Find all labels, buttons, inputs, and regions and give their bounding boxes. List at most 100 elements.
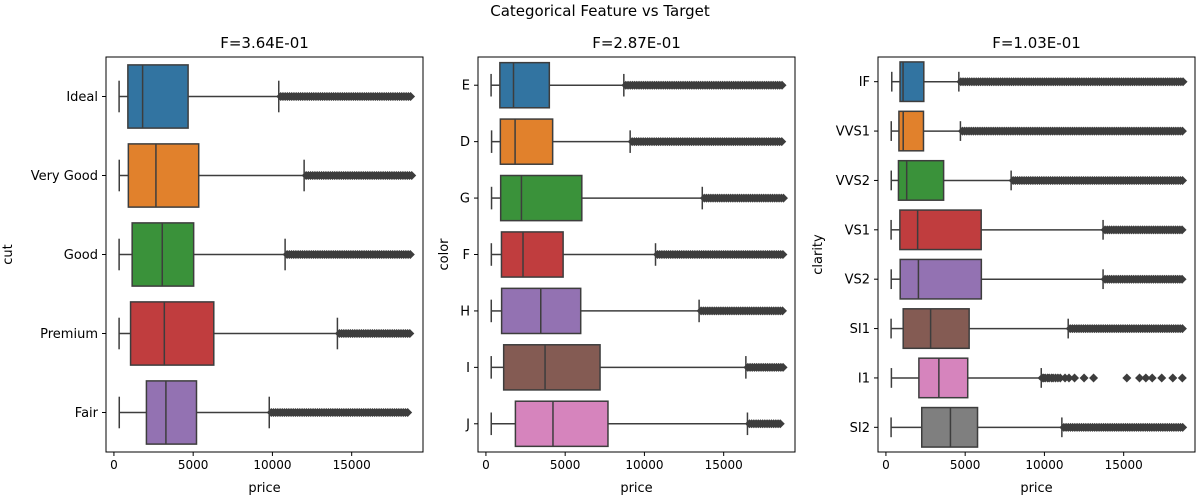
flier-point bbox=[1168, 373, 1178, 383]
x-tick-label: 5000 bbox=[550, 458, 581, 472]
fliers bbox=[1065, 324, 1187, 334]
flier-point bbox=[1178, 175, 1188, 185]
x-tick-label: 0 bbox=[882, 458, 890, 472]
x-tick-label: 0 bbox=[110, 458, 118, 472]
box-IF bbox=[891, 61, 1188, 103]
box-D bbox=[490, 118, 787, 165]
y-axis-label: color bbox=[437, 238, 452, 271]
flier-point bbox=[778, 362, 788, 372]
flier-point bbox=[1157, 373, 1167, 383]
box-iqr bbox=[899, 209, 982, 251]
y-tick-label: VS2 bbox=[845, 273, 870, 288]
y-axis-label: cut bbox=[1, 244, 16, 264]
box-iqr bbox=[897, 159, 945, 201]
x-axis-label: price bbox=[1020, 481, 1052, 496]
panel-title: F=1.03E-01 bbox=[992, 34, 1081, 52]
fliers bbox=[699, 193, 788, 203]
y-tick-label: Very Good bbox=[31, 169, 98, 184]
y-tick-label: F bbox=[463, 248, 470, 263]
fliers bbox=[1100, 274, 1187, 284]
axes-frame bbox=[877, 56, 1196, 453]
box-iqr bbox=[499, 61, 551, 109]
figure-suptitle: Categorical Feature vs Target bbox=[490, 2, 710, 20]
y-axis-label: clarity bbox=[811, 234, 826, 275]
flier-point bbox=[777, 137, 787, 147]
x-tick-label: 10000 bbox=[253, 458, 291, 472]
box-iqr bbox=[500, 231, 564, 278]
y-tick-label: VVS1 bbox=[836, 125, 870, 140]
flier-point bbox=[403, 408, 413, 417]
box-iqr bbox=[918, 357, 969, 399]
flier-point bbox=[1055, 373, 1065, 383]
chart-panel-2: F=2.87E-01 0 5000 10000 15000 price color E D G F H… bbox=[437, 34, 796, 496]
y-tick-label: E bbox=[462, 79, 470, 94]
y-tick-label: G bbox=[460, 192, 470, 207]
y-tick-label: I bbox=[466, 361, 470, 376]
x-axis-label: price bbox=[620, 481, 652, 496]
box-F bbox=[490, 231, 788, 278]
box-iqr bbox=[499, 174, 583, 222]
fliers bbox=[1100, 225, 1187, 235]
flier-point bbox=[1089, 373, 1099, 383]
box-iqr bbox=[127, 64, 189, 129]
x-tick-label: 5000 bbox=[178, 458, 209, 472]
flier-point bbox=[407, 171, 417, 180]
box-VVS1 bbox=[890, 110, 1187, 152]
x-tick-label: 15000 bbox=[705, 458, 743, 472]
y-tick-label: Fair bbox=[75, 406, 99, 421]
box-Ideal bbox=[118, 64, 416, 129]
y-tick-label: VS1 bbox=[845, 223, 870, 238]
fliers bbox=[266, 408, 413, 417]
flier-point bbox=[1177, 274, 1187, 284]
y-tick-label: J bbox=[465, 417, 470, 432]
fliers bbox=[627, 137, 787, 147]
flier-point bbox=[1064, 373, 1074, 383]
y-tick-label: IF bbox=[859, 75, 870, 90]
fliers bbox=[282, 250, 415, 259]
box-SI2 bbox=[890, 406, 1188, 448]
flier-point bbox=[775, 419, 785, 429]
box-iqr bbox=[514, 400, 609, 448]
flier-point bbox=[1177, 225, 1187, 235]
flier-point bbox=[777, 80, 787, 90]
box-VS2 bbox=[890, 258, 1187, 300]
x-tick-label: 10000 bbox=[625, 458, 663, 472]
flier-point bbox=[1070, 373, 1080, 383]
box-VS1 bbox=[890, 209, 1187, 251]
flier-point bbox=[405, 329, 415, 338]
fliers bbox=[1059, 422, 1188, 432]
x-tick-label: 15000 bbox=[333, 458, 371, 472]
box-iqr bbox=[145, 380, 198, 445]
box-iqr bbox=[499, 118, 554, 165]
flier-point bbox=[778, 306, 788, 316]
y-tick-label: SI2 bbox=[850, 421, 870, 436]
fliers bbox=[744, 419, 785, 429]
x-tick-label: 5000 bbox=[950, 458, 981, 472]
flier-point bbox=[1177, 373, 1187, 383]
box-Premium bbox=[118, 301, 415, 366]
x-tick-label: 15000 bbox=[1105, 458, 1143, 472]
y-tick-label: VVS2 bbox=[836, 174, 870, 189]
x-axis-label: price bbox=[248, 481, 280, 496]
chart-panel-3: F=1.03E-01 0 5000 10000 15000 price clarity IF V… bbox=[811, 34, 1196, 496]
fliers bbox=[653, 250, 788, 259]
flier-point bbox=[1079, 373, 1089, 383]
fliers bbox=[301, 171, 417, 180]
fliers bbox=[957, 126, 1187, 136]
flier-point bbox=[1177, 324, 1187, 334]
box-E bbox=[490, 61, 787, 109]
fliers bbox=[1008, 175, 1188, 185]
y-tick-label: I1 bbox=[858, 371, 870, 386]
flier-point bbox=[1178, 422, 1188, 432]
box-VVS2 bbox=[890, 159, 1188, 201]
y-tick-label: D bbox=[460, 135, 470, 150]
box-SI1 bbox=[890, 308, 1187, 350]
box-H bbox=[490, 287, 788, 335]
y-tick-label: SI1 bbox=[850, 322, 870, 337]
fliers bbox=[956, 77, 1188, 87]
box-iqr bbox=[899, 61, 925, 103]
y-tick-label: H bbox=[460, 304, 470, 319]
y-tick-label: Good bbox=[64, 248, 98, 263]
